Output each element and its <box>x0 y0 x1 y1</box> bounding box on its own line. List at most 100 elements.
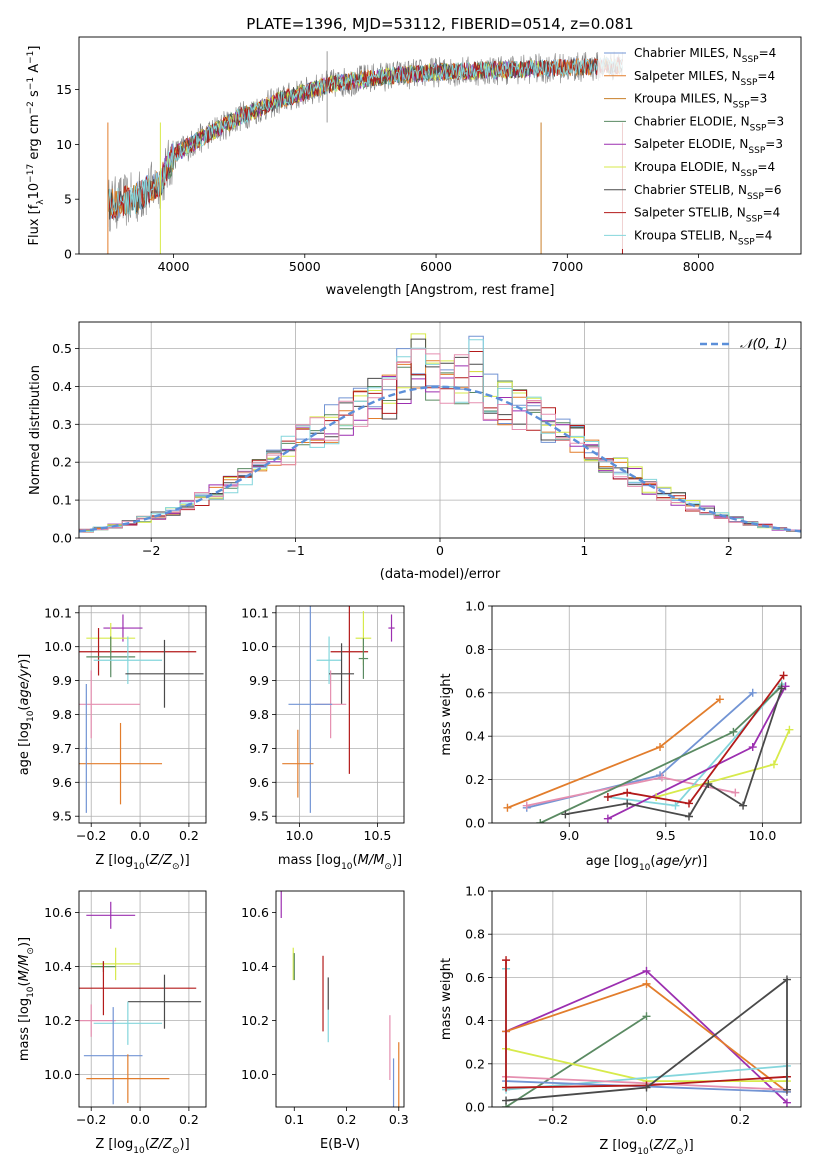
x-tick-label: 8000 <box>683 259 715 274</box>
y-tick-label: 0.2 <box>52 455 72 470</box>
x-axis-label: Z [log10(Z/Z⊙)] <box>95 853 189 872</box>
plot-area <box>107 51 623 254</box>
x-axis-label: mass [log10(M/M⊙)] <box>278 853 402 872</box>
x-tick-label: 0.0 <box>637 1112 657 1127</box>
weight-marker <box>522 801 531 810</box>
data-point <box>329 643 355 705</box>
y-tick-label: 10.6 <box>241 905 269 920</box>
x-tick-label: −1 <box>286 543 304 558</box>
legend: Chabrier MILES, NSSP=4 Salpeter MILES, NS… <box>598 44 796 249</box>
weight-line <box>539 685 783 823</box>
x-tick-label: 7000 <box>551 259 583 274</box>
y-axis-label: Normed distribution <box>28 365 43 495</box>
legend-label: 𝒩(0, 1) <box>740 337 787 352</box>
weight-marker <box>502 1096 511 1105</box>
x-tick-label: 10.0 <box>748 828 776 843</box>
weight-line <box>505 960 788 1089</box>
y-tick-label: 10.4 <box>241 959 269 974</box>
data-point <box>79 670 141 739</box>
y-tick-label: 0.1 <box>52 493 72 508</box>
panel-residuals: −2 −1 0 1 2 0.0 0.1 0.2 0.3 0.4 0.5 𝒩(0, 1) (data-mo… <box>28 321 802 582</box>
weight-line <box>565 688 783 818</box>
legend-label: Chabrier ELODIE, NSSP=3 <box>634 114 784 133</box>
y-tick-label: 10.0 <box>44 639 72 654</box>
y-tick-label: 0.4 <box>465 1013 485 1028</box>
weight-marker <box>502 956 511 965</box>
axes-frame <box>491 890 802 1108</box>
y-tick-label: 10.1 <box>44 605 72 620</box>
x-tick-label: −0.2 <box>538 1112 568 1127</box>
weight-marker <box>684 812 693 821</box>
y-tick-label: 10.1 <box>241 605 269 620</box>
y-tick-label: 10.0 <box>241 639 269 654</box>
y-tick-label: 9.8 <box>249 707 269 722</box>
data-point <box>79 961 197 1016</box>
data-point <box>86 636 136 678</box>
weight-marker <box>748 743 757 752</box>
y-axis-label: mass [log10(M/M⊙)] <box>17 937 36 1061</box>
plot-area <box>79 891 206 1107</box>
weight-line <box>505 977 788 1102</box>
data-point <box>79 722 163 805</box>
x-tick-label: −0.2 <box>76 828 106 843</box>
legend-label: Kroupa ELODIE, NSSP=4 <box>634 160 775 179</box>
weight-marker <box>657 773 666 782</box>
y-axis-label: age [log10(age/yr)] <box>17 654 36 776</box>
x-tick-label: 0.2 <box>337 1112 357 1127</box>
y-tick-label: 0.8 <box>465 927 485 942</box>
x-tick-label: 9.5 <box>656 828 676 843</box>
histogram-pink <box>79 348 801 531</box>
weight-marker <box>642 1083 651 1092</box>
data-point <box>127 974 202 1029</box>
legend-label: Kroupa MILES, NSSP=3 <box>634 92 767 111</box>
weight-marker <box>782 975 791 984</box>
y-tick-label: 9.5 <box>249 809 269 824</box>
axes-frame <box>491 605 802 824</box>
y-tick-label: 0.2 <box>465 1056 485 1071</box>
data-point <box>86 901 136 929</box>
weight-marker <box>656 743 665 752</box>
y-tick-label: 15 <box>56 82 72 97</box>
y-tick-label: 1.0 <box>465 884 485 899</box>
data-point <box>86 1054 170 1103</box>
data-point <box>282 729 314 798</box>
legend-label: Chabrier STELIB, NSSP=6 <box>634 183 782 202</box>
weight-line <box>607 674 785 805</box>
x-tick-label: 6000 <box>420 259 452 274</box>
x-axis-label: (data-model)/error <box>380 567 501 582</box>
panel-weight_vs_Z: −0.2 0.0 0.2 0.0 0.2 0.4 0.6 0.8 1.0 Z [log10(Z/Z… <box>439 884 802 1157</box>
x-tick-label: 0 <box>436 543 444 558</box>
x-axis-label: Z [log10(Z/Z⊙)] <box>599 1138 693 1157</box>
legend-label: Kroupa STELIB, NSSP=4 <box>634 228 772 247</box>
y-tick-label: 9.7 <box>249 741 269 756</box>
weight-marker <box>623 788 632 797</box>
y-tick-label: 9.6 <box>249 775 269 790</box>
weight-marker <box>536 819 545 823</box>
y-tick-label: 0.4 <box>52 379 72 394</box>
y-tick-label: 0 <box>64 247 72 262</box>
y-tick-label: 10.0 <box>241 1067 269 1082</box>
y-tick-label: 9.9 <box>52 673 72 688</box>
y-tick-label: 0.6 <box>465 685 485 700</box>
y-tick-label: 0.0 <box>52 531 72 546</box>
weight-marker <box>642 966 651 975</box>
panel-weight_vs_age: 9.0 9.5 10.0 0.0 0.2 0.4 0.6 0.8 1.0 age [log10(a… <box>439 599 802 873</box>
y-tick-label: 0.5 <box>52 341 72 356</box>
x-tick-label: 0.3 <box>389 1112 409 1127</box>
weight-marker <box>603 792 612 801</box>
weight-line <box>655 729 791 798</box>
weight-marker <box>671 801 680 810</box>
data-point <box>91 947 141 981</box>
weight-marker <box>642 979 651 988</box>
y-axis-label: mass weight <box>439 673 454 755</box>
weight-marker <box>782 1098 791 1107</box>
y-tick-label: 10.6 <box>44 905 72 920</box>
weight-marker <box>729 727 738 736</box>
normal-curve <box>79 385 801 533</box>
weight-marker <box>782 1085 791 1094</box>
panel-mass_vs_Z: −0.2 0.0 0.2 10.0 10.2 10.4 10.6 Z [log10(Z/Z⊙)… <box>17 890 207 1156</box>
weight-marker <box>715 695 724 704</box>
y-tick-label: 0.8 <box>465 642 485 657</box>
weight-marker <box>769 760 778 769</box>
weight-marker <box>603 814 612 823</box>
